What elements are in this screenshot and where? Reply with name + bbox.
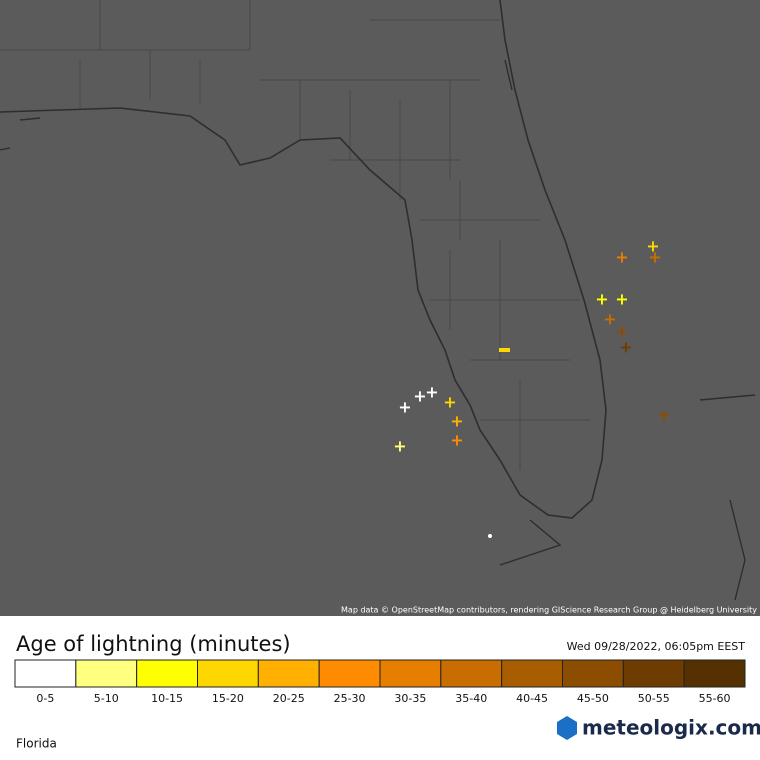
coastline xyxy=(0,0,607,519)
strike: + xyxy=(398,398,411,417)
strike: + xyxy=(413,387,426,406)
strike: + xyxy=(615,290,628,309)
legend-label: 20-25 xyxy=(273,692,305,705)
legend-swatch xyxy=(136,659,199,688)
strike: + xyxy=(657,406,670,425)
legend-swatch xyxy=(257,659,320,688)
strike: + xyxy=(595,290,608,309)
strike: + xyxy=(443,393,456,412)
region-name: Florida xyxy=(16,737,57,751)
legend-swatch xyxy=(501,659,563,688)
brand: meteologix.com xyxy=(582,716,760,740)
legend-label: 55-60 xyxy=(699,692,731,705)
strike: + xyxy=(450,431,463,450)
county-lines xyxy=(0,0,590,470)
strike: + xyxy=(393,437,406,456)
timestamp: Wed 09/28/2022, 06:05pm EEST xyxy=(567,640,746,653)
legend-label: 15-20 xyxy=(212,692,244,705)
legend-swatch xyxy=(683,659,746,688)
attribution: Map data © OpenStreetMap contributors, r… xyxy=(341,606,757,615)
legend-label: 45-50 xyxy=(577,692,609,705)
strike: + xyxy=(646,237,659,256)
strike: + xyxy=(648,248,661,267)
legend-label: 0-5 xyxy=(36,692,54,705)
legend-label: 5-10 xyxy=(94,692,119,705)
legend-label: 30-35 xyxy=(394,692,426,705)
legend-label: 25-30 xyxy=(334,692,366,705)
lightning-strikes: + + + + + + + + + + + + + + + + xyxy=(393,237,670,456)
legend-label: 40-45 xyxy=(516,692,548,705)
map-background xyxy=(0,0,760,616)
logo-icon xyxy=(557,716,577,740)
strike xyxy=(499,348,510,352)
strike: + xyxy=(619,338,632,357)
strike: + xyxy=(450,412,463,431)
legend-label: 50-55 xyxy=(638,692,670,705)
legend-swatch xyxy=(379,659,442,688)
strike: + xyxy=(425,383,438,402)
attribution-bg xyxy=(336,604,760,616)
legend-swatch xyxy=(318,659,381,688)
strike: + xyxy=(603,310,616,329)
strike: + xyxy=(615,248,628,267)
legend-swatch xyxy=(440,659,503,688)
islands xyxy=(0,59,756,601)
legend-label: 10-15 xyxy=(151,692,183,705)
legend: 0-5 5-10 10-15 15-20 20-25 25-30 30-35 35-40 40-… xyxy=(14,659,746,705)
legend-label: 35-40 xyxy=(455,692,487,705)
legend-title: Age of lightning (minutes) xyxy=(16,632,291,656)
legend-swatch xyxy=(197,659,259,688)
legend-swatch xyxy=(562,659,624,688)
legend-swatch xyxy=(75,659,138,688)
strike: + xyxy=(615,322,628,341)
legend-swatch xyxy=(622,659,685,688)
strike xyxy=(488,534,492,538)
legend-swatch xyxy=(14,659,77,688)
